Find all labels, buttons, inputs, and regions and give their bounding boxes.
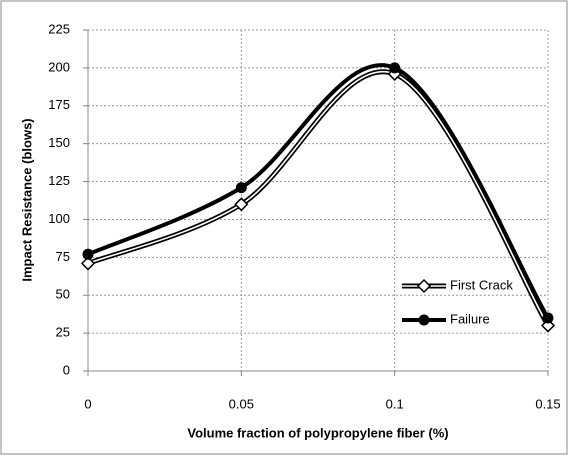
legend-label: Failure	[450, 311, 490, 326]
marker	[389, 62, 401, 74]
marker	[82, 248, 94, 260]
marker	[540, 318, 556, 333]
legend-marker	[416, 278, 432, 294]
series-line	[87, 63, 550, 320]
x-axis-title: Volume fraction of polypropylene fiber (…	[187, 425, 448, 440]
series-line-inner	[87, 70, 549, 326]
x-tick-label: 0.1	[386, 396, 404, 411]
marker	[235, 182, 247, 194]
y-tick-label: 150	[48, 135, 70, 150]
y-tick-label: 125	[48, 173, 70, 188]
marker	[542, 312, 554, 324]
y-tick-label: 50	[56, 287, 70, 302]
marker	[234, 197, 249, 212]
x-tick-label: 0.15	[535, 396, 560, 411]
y-tick-label: 175	[48, 97, 70, 112]
y-tick-label: 200	[48, 59, 70, 74]
y-tick-label: 225	[48, 21, 70, 36]
y-tick-label: 25	[56, 325, 70, 340]
legend-label: First Crack	[450, 277, 513, 292]
y-tick-label: 75	[56, 249, 70, 264]
legend-marker	[418, 314, 430, 326]
x-tick-label: 0.05	[229, 396, 254, 411]
marker	[80, 256, 96, 271]
y-tick-label: 0	[63, 362, 70, 377]
y-axis-title: Impact Resistance (blows)	[19, 118, 34, 281]
x-tick-label: 0	[84, 396, 91, 411]
y-tick-label: 100	[48, 211, 70, 226]
